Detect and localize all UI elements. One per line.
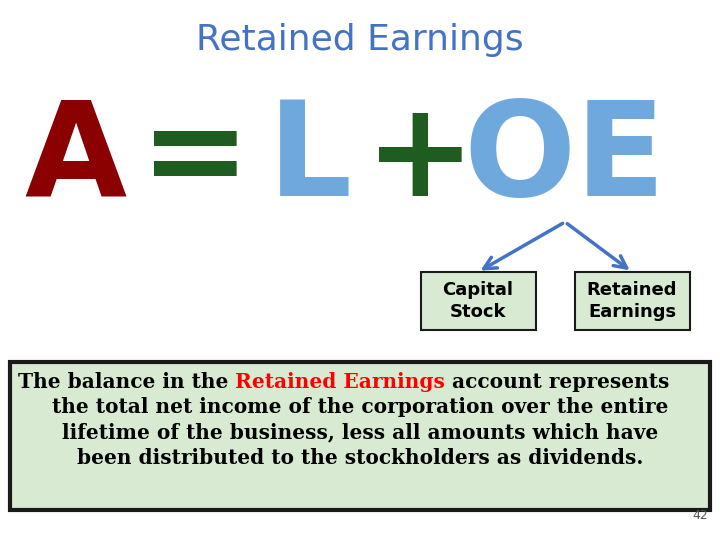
Text: Retained Earnings: Retained Earnings <box>235 372 445 392</box>
Text: L: L <box>268 97 352 224</box>
FancyBboxPatch shape <box>575 272 690 330</box>
FancyBboxPatch shape <box>420 272 536 330</box>
Text: Retained
Earnings: Retained Earnings <box>587 281 678 321</box>
Text: lifetime of the business, less all amounts which have: lifetime of the business, less all amoun… <box>62 422 658 442</box>
Text: =: = <box>140 94 251 221</box>
Text: +: + <box>365 97 475 224</box>
Text: been distributed to the stockholders as dividends.: been distributed to the stockholders as … <box>77 448 643 468</box>
Text: A: A <box>24 97 126 224</box>
Text: 42: 42 <box>692 509 708 522</box>
Text: The balance in the: The balance in the <box>18 372 235 392</box>
FancyBboxPatch shape <box>10 362 710 510</box>
Text: OE: OE <box>464 97 666 224</box>
Text: the total net income of the corporation over the entire: the total net income of the corporation … <box>52 397 668 417</box>
Text: Retained Earnings: Retained Earnings <box>196 23 524 57</box>
Text: Capital
Stock: Capital Stock <box>443 281 513 321</box>
Text: account represents: account represents <box>445 372 670 392</box>
